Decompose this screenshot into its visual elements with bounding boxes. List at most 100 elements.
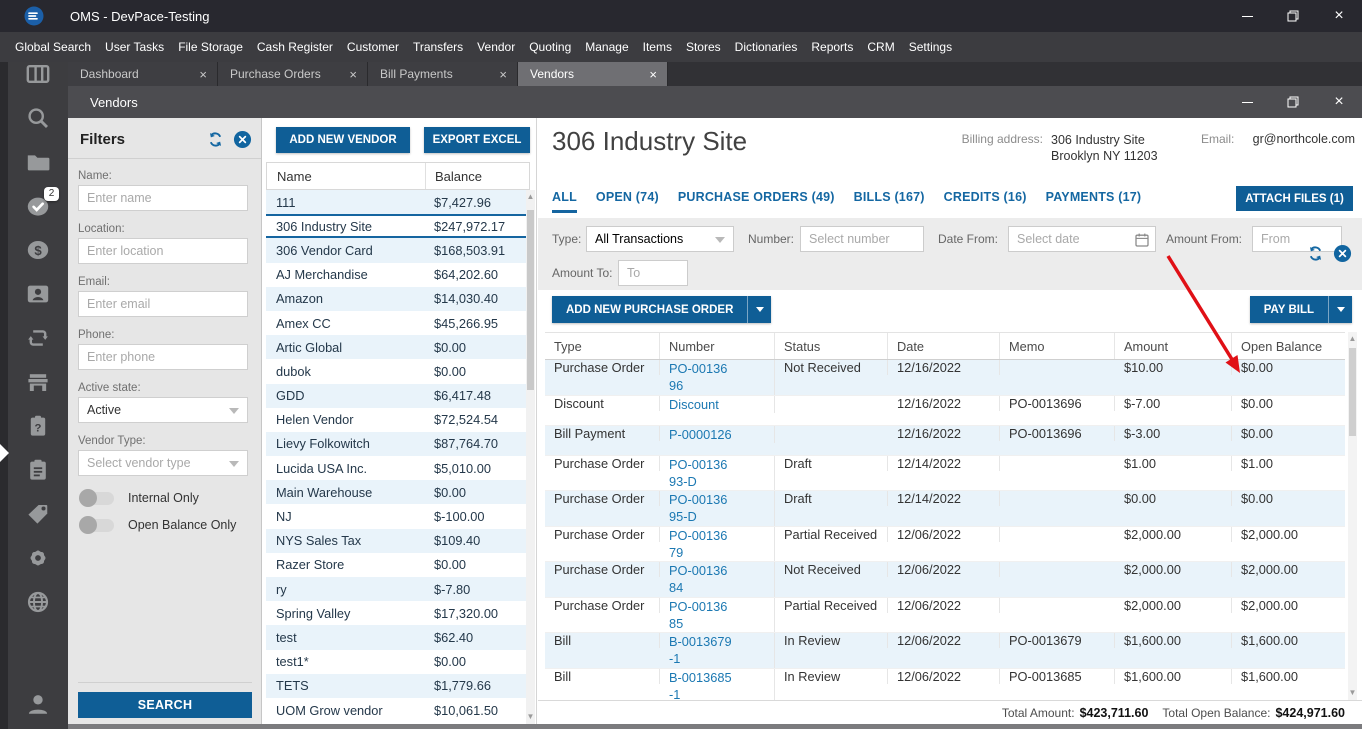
workspace-tab-bill-payments[interactable]: Bill Payments× <box>368 62 518 86</box>
tab-close-icon[interactable]: × <box>199 67 207 82</box>
scroll-down-icon[interactable]: ▼ <box>1348 688 1357 698</box>
search-button[interactable]: SEARCH <box>78 692 252 718</box>
date-from-input-box[interactable] <box>1008 226 1156 252</box>
transactions-tab-purchase-orders-49[interactable]: PURCHASE ORDERS (49) <box>678 190 835 213</box>
inner-minimize-button[interactable] <box>1224 86 1270 118</box>
transaction-number-link[interactable]: PO-0013684 <box>669 562 733 597</box>
user-profile-icon[interactable] <box>8 691 68 717</box>
filter-input-name[interactable] <box>78 185 248 211</box>
transactions-tab-all[interactable]: ALL <box>552 190 577 213</box>
toggle-internal-only[interactable]: Internal Only <box>80 491 199 505</box>
globe-icon[interactable] <box>26 590 50 614</box>
column-header-memo[interactable]: Memo <box>1000 333 1115 359</box>
transaction-number-link[interactable]: PO-0013679 <box>669 527 733 562</box>
transaction-scrollbar[interactable]: ▲ ▼ <box>1348 332 1357 700</box>
inner-maximize-button[interactable] <box>1270 86 1316 118</box>
sync-icon[interactable] <box>26 326 50 350</box>
transaction-row[interactable]: Purchase OrderPO-0013679Partial Received… <box>545 527 1345 563</box>
vendor-row[interactable]: Amazon$14,030.40 <box>266 287 530 311</box>
inner-close-button[interactable]: × <box>1316 86 1362 118</box>
number-input[interactable] <box>809 232 915 246</box>
tab-close-icon[interactable]: × <box>499 67 507 82</box>
vendor-row[interactable]: Artic Global$0.00 <box>266 335 530 359</box>
transaction-row[interactable]: Bill PaymentP-000012612/16/2022PO-001369… <box>545 426 1345 456</box>
contact-icon[interactable] <box>26 282 50 306</box>
filter-input-email[interactable] <box>78 291 248 317</box>
filters-refresh-icon[interactable] <box>206 130 225 149</box>
toggle-switch[interactable] <box>80 519 114 532</box>
transaction-number-link[interactable]: B-0013679-1 <box>669 633 733 668</box>
menu-item-quoting[interactable]: Quoting <box>522 32 578 62</box>
transactions-refresh-icon[interactable] <box>1306 244 1325 263</box>
transactions-tab-payments-17[interactable]: PAYMENTS (17) <box>1046 190 1142 213</box>
add-new-vendor-button[interactable]: ADD NEW VENDOR <box>276 127 410 153</box>
workspace-tab-dashboard[interactable]: Dashboard× <box>68 62 218 86</box>
attach-files-button[interactable]: ATTACH FILES (1) <box>1236 186 1353 211</box>
transaction-number-link[interactable]: PO-0013685 <box>669 598 733 633</box>
column-header-type[interactable]: Type <box>545 333 660 359</box>
vendor-row[interactable]: test1*$0.00 <box>266 650 530 674</box>
scroll-up-icon[interactable]: ▲ <box>1348 334 1357 344</box>
scroll-down-icon[interactable]: ▼ <box>526 712 535 722</box>
toggle-switch[interactable] <box>80 492 114 505</box>
store-icon[interactable] <box>26 370 50 394</box>
vendor-column-name[interactable]: Name <box>267 169 425 184</box>
menu-item-items[interactable]: Items <box>636 32 679 62</box>
column-header-number[interactable]: Number <box>660 333 775 359</box>
tag-icon[interactable] <box>26 502 50 526</box>
transaction-row[interactable]: DiscountDiscount12/16/2022PO-0013696$-7.… <box>545 396 1345 426</box>
transaction-row[interactable]: Purchase OrderPO-0013695-DDraft12/14/202… <box>545 491 1345 527</box>
filter-input-phone[interactable] <box>78 344 248 370</box>
menu-item-crm[interactable]: CRM <box>860 32 901 62</box>
flyout-arrow-icon[interactable] <box>0 444 9 462</box>
type-select[interactable]: All Transactions <box>586 226 734 252</box>
transaction-number-link[interactable]: PO-0013695-D <box>669 491 733 526</box>
pay-bill-dropdown-button[interactable] <box>1328 296 1352 323</box>
vendor-row[interactable]: NYS Sales Tax$109.40 <box>266 529 530 553</box>
add-purchase-order-dropdown-button[interactable] <box>747 296 771 323</box>
transactions-tab-credits-16[interactable]: CREDITS (16) <box>944 190 1027 213</box>
vendor-row[interactable]: NJ$-100.00 <box>266 504 530 528</box>
maximize-button[interactable] <box>1270 0 1316 32</box>
transaction-row[interactable]: Purchase OrderPO-0013684Not Received12/0… <box>545 562 1345 598</box>
column-header-amount[interactable]: Amount <box>1115 333 1232 359</box>
filter-select-active-state[interactable]: Active <box>78 397 248 423</box>
vendor-row[interactable]: Lievy Folkowitch$87,764.70 <box>266 432 530 456</box>
transactions-tab-open-74[interactable]: OPEN (74) <box>596 190 659 213</box>
scrollbar-thumb[interactable] <box>1349 348 1356 436</box>
vendor-row[interactable]: Helen Vendor$72,524.54 <box>266 408 530 432</box>
vendor-row[interactable]: GDD$6,417.48 <box>266 384 530 408</box>
menu-item-user-tasks[interactable]: User Tasks <box>98 32 171 62</box>
dollar-icon[interactable]: $ <box>26 238 50 262</box>
transaction-row[interactable]: BillB-0013685-1In Review12/06/2022PO-001… <box>545 669 1345 705</box>
column-header-open-balance[interactable]: Open Balance <box>1232 333 1345 359</box>
number-select[interactable] <box>800 226 924 252</box>
calendar-icon[interactable] <box>1134 232 1150 248</box>
filters-clear-icon[interactable] <box>233 130 252 149</box>
vendor-row[interactable]: Spring Valley$17,320.00 <box>266 601 530 625</box>
workspace-tab-vendors[interactable]: Vendors× <box>518 62 668 86</box>
transaction-row[interactable]: Purchase OrderPO-0013696Not Received12/1… <box>545 360 1345 396</box>
vendor-row[interactable]: 306 Industry Site$247,972.17 <box>266 214 530 238</box>
transaction-number-link[interactable]: B-0013685-1 <box>669 669 733 704</box>
amount-to-input[interactable] <box>627 266 679 280</box>
menu-item-settings[interactable]: Settings <box>902 32 959 62</box>
menu-item-customer[interactable]: Customer <box>340 32 406 62</box>
menu-item-cash-register[interactable]: Cash Register <box>250 32 340 62</box>
tab-close-icon[interactable]: × <box>649 67 657 82</box>
search-icon[interactable] <box>26 106 50 130</box>
menu-item-manage[interactable]: Manage <box>578 32 635 62</box>
scroll-up-icon[interactable]: ▲ <box>526 192 535 202</box>
add-new-purchase-order-button[interactable]: ADD NEW PURCHASE ORDER <box>552 296 747 323</box>
transaction-number-link[interactable]: PO-0013693-D <box>669 456 733 491</box>
toggle-open-balance-only[interactable]: Open Balance Only <box>80 518 236 532</box>
menu-item-vendor[interactable]: Vendor <box>470 32 522 62</box>
pay-bill-button[interactable]: PAY BILL <box>1250 296 1328 323</box>
tasks-icon[interactable]: 2 <box>26 194 50 218</box>
menu-item-transfers[interactable]: Transfers <box>406 32 470 62</box>
menu-item-global-search[interactable]: Global Search <box>8 32 98 62</box>
clipboard-question-icon[interactable]: ? <box>26 414 50 438</box>
vendor-column-balance[interactable]: Balance <box>425 163 529 189</box>
scrollbar-thumb[interactable] <box>527 210 534 390</box>
tab-close-icon[interactable]: × <box>349 67 357 82</box>
